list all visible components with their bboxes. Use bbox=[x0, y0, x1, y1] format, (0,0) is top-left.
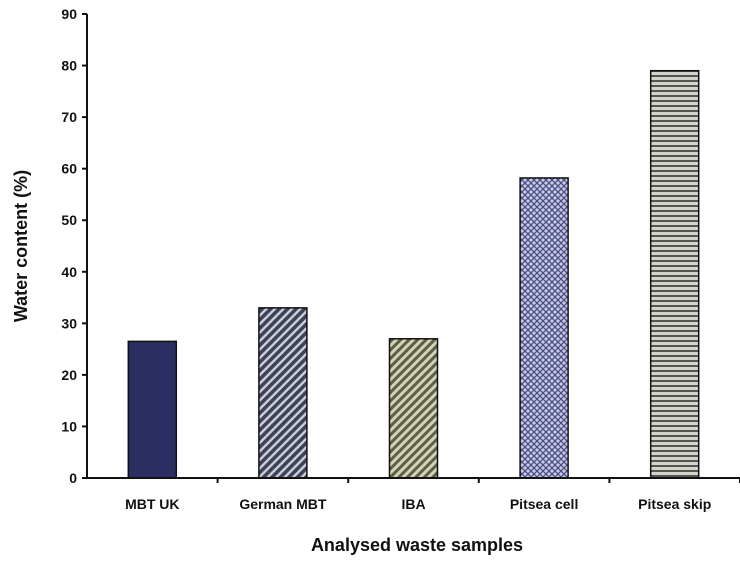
y-tick-label: 40 bbox=[61, 264, 77, 280]
x-axis-tick-labels: MBT UK German MBT IBA Pitsea cell Pitsea ski… bbox=[125, 478, 740, 512]
x-tick-label: MBT UK bbox=[125, 496, 179, 512]
y-tick-label: 10 bbox=[61, 418, 77, 434]
bar-pitsea-cell bbox=[519, 177, 569, 479]
y-tick-label: 70 bbox=[61, 109, 77, 125]
bar-german-mbt bbox=[258, 307, 308, 479]
y-tick-label: 80 bbox=[61, 58, 77, 74]
y-tick-label: 50 bbox=[61, 212, 77, 228]
bars bbox=[127, 69, 700, 479]
x-tick-label: Pitsea skip bbox=[638, 496, 711, 512]
x-axis-title: Analysed waste samples bbox=[311, 535, 523, 555]
y-tick-label: 30 bbox=[61, 315, 77, 331]
x-tick-label: IBA bbox=[401, 496, 425, 512]
x-tick-label: Pitsea cell bbox=[510, 496, 579, 512]
y-axis-ticks: 0 10 20 30 40 50 60 70 80 90 bbox=[61, 6, 87, 486]
bar-pitsea-skip bbox=[649, 69, 700, 479]
y-tick-label: 0 bbox=[69, 470, 77, 486]
y-tick-label: 60 bbox=[61, 161, 77, 177]
y-tick-label: 20 bbox=[61, 367, 77, 383]
bar-iba bbox=[388, 338, 439, 479]
bar-mbt-uk bbox=[127, 340, 178, 479]
y-axis-title: Water content (%) bbox=[11, 170, 31, 322]
y-tick-label: 90 bbox=[61, 6, 77, 22]
x-tick-label: German MBT bbox=[239, 496, 327, 512]
